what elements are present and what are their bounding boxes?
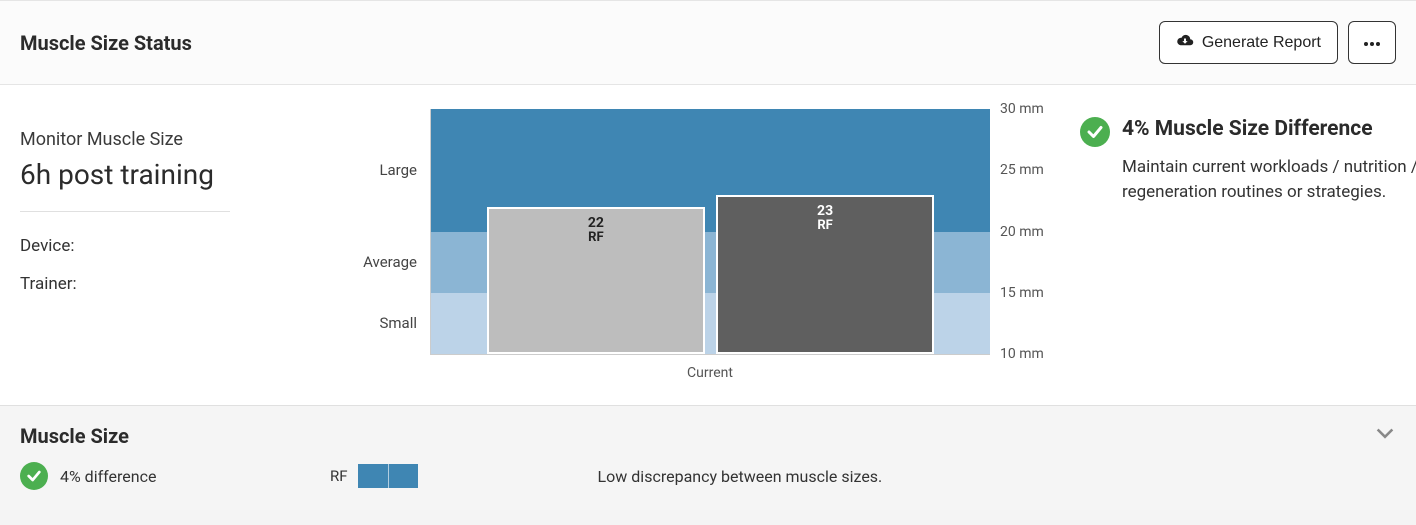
chart-y-tick: 25 mm bbox=[990, 162, 1044, 178]
right-column: 4% Muscle Size Difference Maintain curre… bbox=[1080, 109, 1416, 381]
chevron-down-icon bbox=[1374, 428, 1396, 442]
section2-description: Low discrepancy between muscle sizes. bbox=[598, 467, 1396, 486]
status-header: 4% Muscle Size Difference bbox=[1080, 117, 1416, 155]
section2-title: Muscle Size bbox=[20, 424, 129, 448]
check-circle-icon bbox=[1080, 117, 1110, 147]
page-title: Muscle Size Status bbox=[20, 31, 192, 55]
difference-text: 4% difference bbox=[60, 467, 156, 486]
generate-report-button[interactable]: Generate Report bbox=[1159, 21, 1338, 64]
chart-y-tick: 20 mm bbox=[990, 224, 1044, 240]
section2-body: 4% difference RF Low discrepancy between… bbox=[20, 462, 1396, 490]
generate-report-label: Generate Report bbox=[1202, 34, 1321, 52]
device-label: Device: bbox=[20, 236, 74, 256]
header-actions: Generate Report bbox=[1159, 21, 1396, 64]
trainer-label: Trainer: bbox=[20, 274, 77, 294]
chart-band-label: Average bbox=[363, 253, 431, 271]
cloud-download-icon bbox=[1176, 32, 1194, 53]
status-description: Maintain current workloads / nutrition /… bbox=[1080, 155, 1416, 204]
difference-block: 4% difference bbox=[20, 462, 290, 490]
chart-x-label: Current bbox=[430, 365, 990, 381]
panel-header: Muscle Size Status Generate Report bbox=[0, 0, 1416, 85]
status-title: 4% Muscle Size Difference bbox=[1122, 117, 1373, 141]
left-column: Monitor Muscle Size 6h post training Dev… bbox=[20, 109, 320, 381]
chart-y-tick: 30 mm bbox=[990, 101, 1044, 117]
chart-y-tick: 15 mm bbox=[990, 285, 1044, 301]
chart-band-label: Small bbox=[379, 314, 431, 332]
chart-bar-label: 22RF bbox=[489, 215, 703, 246]
timepoint-text: 6h post training bbox=[20, 158, 320, 191]
divider bbox=[20, 211, 230, 212]
chart-bar: 22RF bbox=[487, 207, 705, 354]
section2-header: Muscle Size bbox=[20, 424, 1396, 448]
chart-bar: 23RF bbox=[716, 195, 934, 354]
muscle-code-label: RF bbox=[330, 467, 348, 485]
panel-content: Monitor Muscle Size 6h post training Dev… bbox=[0, 85, 1416, 405]
trainer-line: Trainer: bbox=[20, 274, 320, 294]
chart-band-label: Large bbox=[379, 161, 431, 179]
monitor-subtitle: Monitor Muscle Size bbox=[20, 129, 320, 150]
muscle-code-block: RF bbox=[330, 464, 418, 488]
chart-column: SmallAverageLarge10 mm15 mm20 mm25 mm30 … bbox=[340, 109, 1060, 381]
chart-wrap: SmallAverageLarge10 mm15 mm20 mm25 mm30 … bbox=[340, 109, 1060, 381]
muscle-size-chart: SmallAverageLarge10 mm15 mm20 mm25 mm30 … bbox=[430, 109, 990, 355]
muscle-size-section: Muscle Size 4% difference RF Low discrep… bbox=[0, 405, 1416, 510]
check-circle-icon bbox=[20, 462, 48, 490]
collapse-toggle[interactable] bbox=[1374, 427, 1396, 446]
more-actions-button[interactable] bbox=[1348, 21, 1396, 64]
chart-bar-label: 23RF bbox=[718, 203, 932, 234]
ellipsis-icon bbox=[1363, 34, 1381, 52]
chart-y-tick: 10 mm bbox=[990, 346, 1044, 362]
muscle-swatches bbox=[358, 464, 418, 488]
swatch bbox=[358, 464, 388, 488]
device-line: Device: bbox=[20, 236, 320, 256]
swatch bbox=[388, 464, 418, 488]
muscle-size-panel: Muscle Size Status Generate Report bbox=[0, 0, 1416, 510]
